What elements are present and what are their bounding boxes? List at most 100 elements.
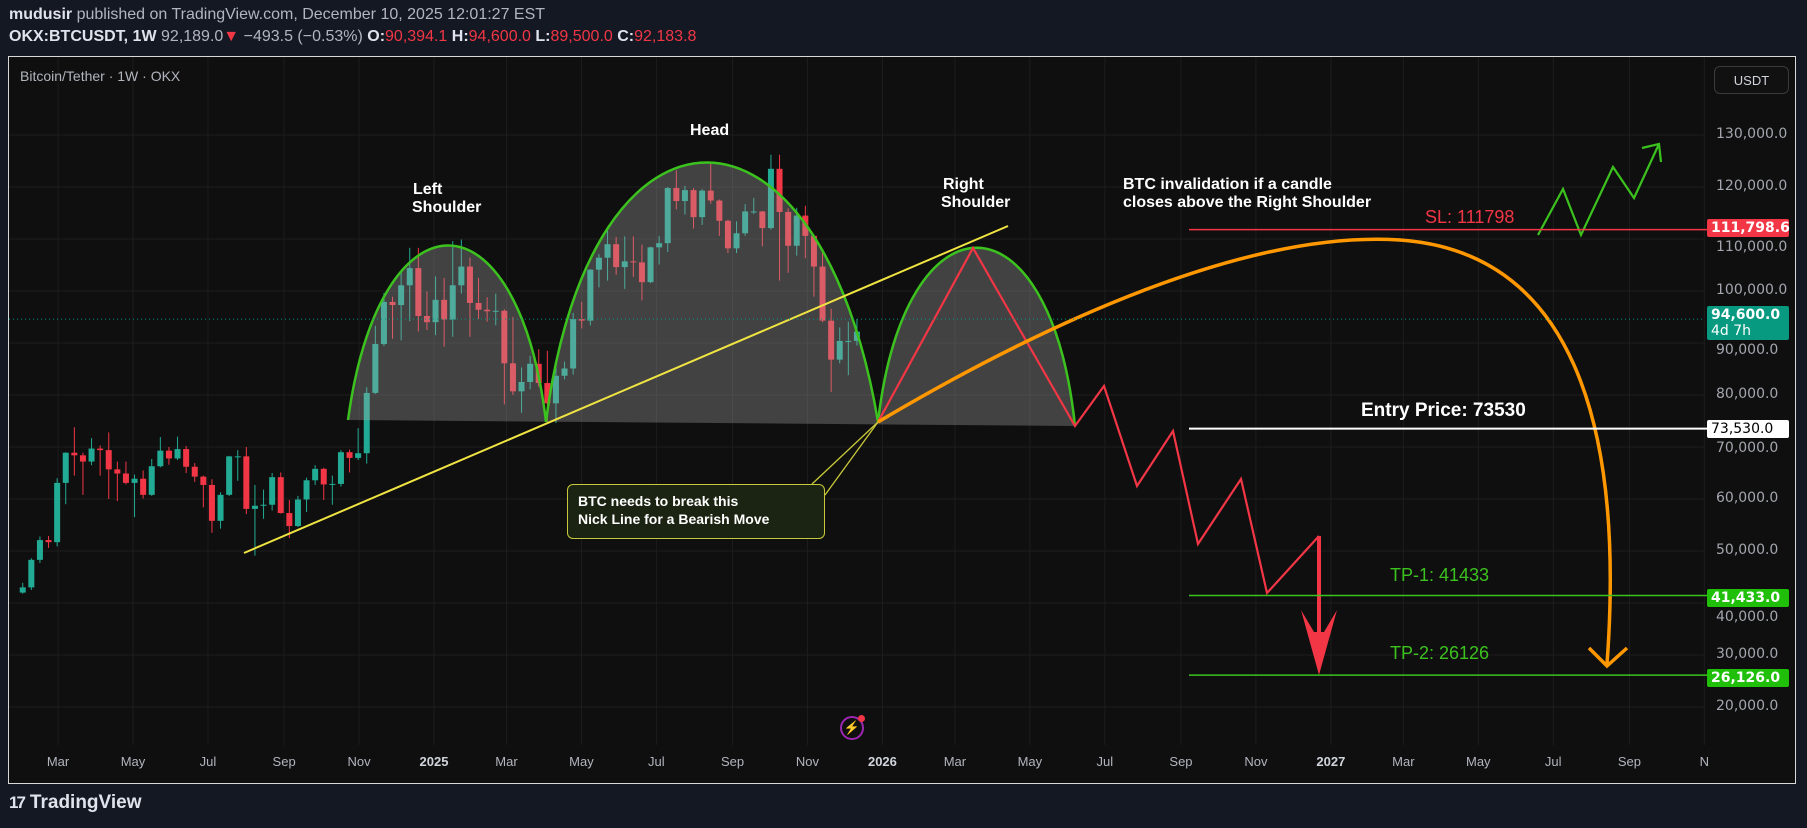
candle-body [140,478,147,495]
green-arrow-head-icon [1641,142,1663,163]
candle-body [785,211,792,246]
candle-body [501,310,508,364]
time-tick-label: Mar [943,754,967,769]
candle-body [28,559,35,588]
candle-body [260,504,267,506]
down-triangle-icon: ▼ [223,28,240,45]
invalidation-note-2: closes above the Right Shoulder [1123,194,1372,211]
callout-pointer [811,421,879,485]
tp1-price-tag: 41,433.0 [1707,589,1789,607]
candle-body [492,310,499,312]
lightning-icon[interactable]: ⚡ [840,715,865,740]
close-label: C: [617,28,635,45]
candle-body [54,482,61,543]
time-tick-label: Jul [199,754,217,769]
candle-body [552,375,559,404]
candle-body [174,449,181,459]
candle-body [277,477,284,514]
candle-body [148,466,155,495]
candle-body [441,299,448,320]
candle-body [131,478,138,483]
sl-price-tag: 111,798.6 [1707,219,1790,237]
time-tick-label: Mar [495,754,518,769]
candle-body [294,499,301,527]
candle-body [97,448,104,451]
candle-body [226,456,233,495]
price-tick-label: 110,000.0 [1716,239,1788,255]
candle-body [122,473,129,483]
candle-body [853,331,860,341]
high-label: H: [451,28,469,45]
candle-body [819,266,826,321]
candle-body [62,452,69,483]
neckline[interactable] [243,225,1009,554]
candle-body [630,261,637,263]
candle-body [767,168,774,229]
publish-info: mudusir published on TradingView.com, De… [9,6,545,24]
candle-body [79,455,86,462]
candle-body [699,190,706,218]
candle-body [423,315,430,323]
bar-countdown: 4d 7h [1711,323,1752,339]
candle-body [200,476,207,485]
left-shoulder-label-1: Left [413,181,443,198]
candle-body [621,261,628,268]
high-value: 94,600.0 [468,28,531,45]
head-label: Head [690,122,730,139]
candle-body [673,188,680,202]
candle-body [570,319,577,369]
candle-body [595,257,602,270]
invalidation-note-1: BTC invalidation if a candle [1123,176,1332,193]
author-name[interactable]: mudusir [9,6,73,23]
candle-body [793,215,800,246]
time-tick-label: Jul [1096,754,1114,769]
time-tick-label: Sep [1169,754,1193,769]
candle-body [191,466,198,477]
price-tick-label: 50,000.0 [1716,542,1779,558]
tp2-label: TP-2: 26126 [1390,643,1490,663]
candle-body [157,450,164,467]
candle-body [664,188,671,244]
candle-body [613,244,620,268]
chart-frame[interactable] [8,56,1796,784]
candle-body [759,211,766,229]
candle-body [656,243,663,248]
candle-body [398,285,405,306]
candle-body [432,299,439,323]
candle-body [578,319,585,321]
price-tick-label: 90,000.0 [1716,342,1779,358]
time-tick-label: Sep [1617,754,1641,769]
price-tick-label: 20,000.0 [1716,698,1779,714]
sl-label: SL: 111798 [1425,207,1515,227]
candle-body [363,392,370,454]
candle-body [750,211,757,213]
time-tick-label: May [569,754,594,769]
green-breakout-path [1537,143,1660,238]
candle-body [724,220,731,249]
candle-body [458,266,465,286]
candle-body [329,483,336,485]
candle-body [355,453,362,458]
candle-body [208,484,215,521]
right-shoulder-arc [876,246,1077,427]
candle-body [269,477,276,505]
orange-curve [877,237,1613,665]
candle-body [234,456,241,458]
callout-pointer [824,421,879,496]
price-tick-label: 100,000.0 [1716,282,1788,298]
projected-red-path [877,245,1320,596]
time-tick-label: 2025 [419,754,449,769]
left-shoulder-arc [346,244,548,423]
candle-body [36,540,43,560]
price-tick-label: 120,000.0 [1716,178,1788,194]
price-tick-label: 130,000.0 [1716,126,1788,142]
tp1-label: TP-1: 41433 [1390,565,1490,585]
candle-body [449,285,456,320]
candle-body [527,363,534,382]
currency-button[interactable]: USDT [1714,66,1789,94]
candle-body [681,190,688,202]
symbol-info: OKX:BTCUSDT, 1W 92,189.0▼ −493.5 (−0.53%… [9,28,696,46]
tradingview-logo[interactable]: 17 TradingView [9,792,142,814]
candle-body [776,168,783,212]
